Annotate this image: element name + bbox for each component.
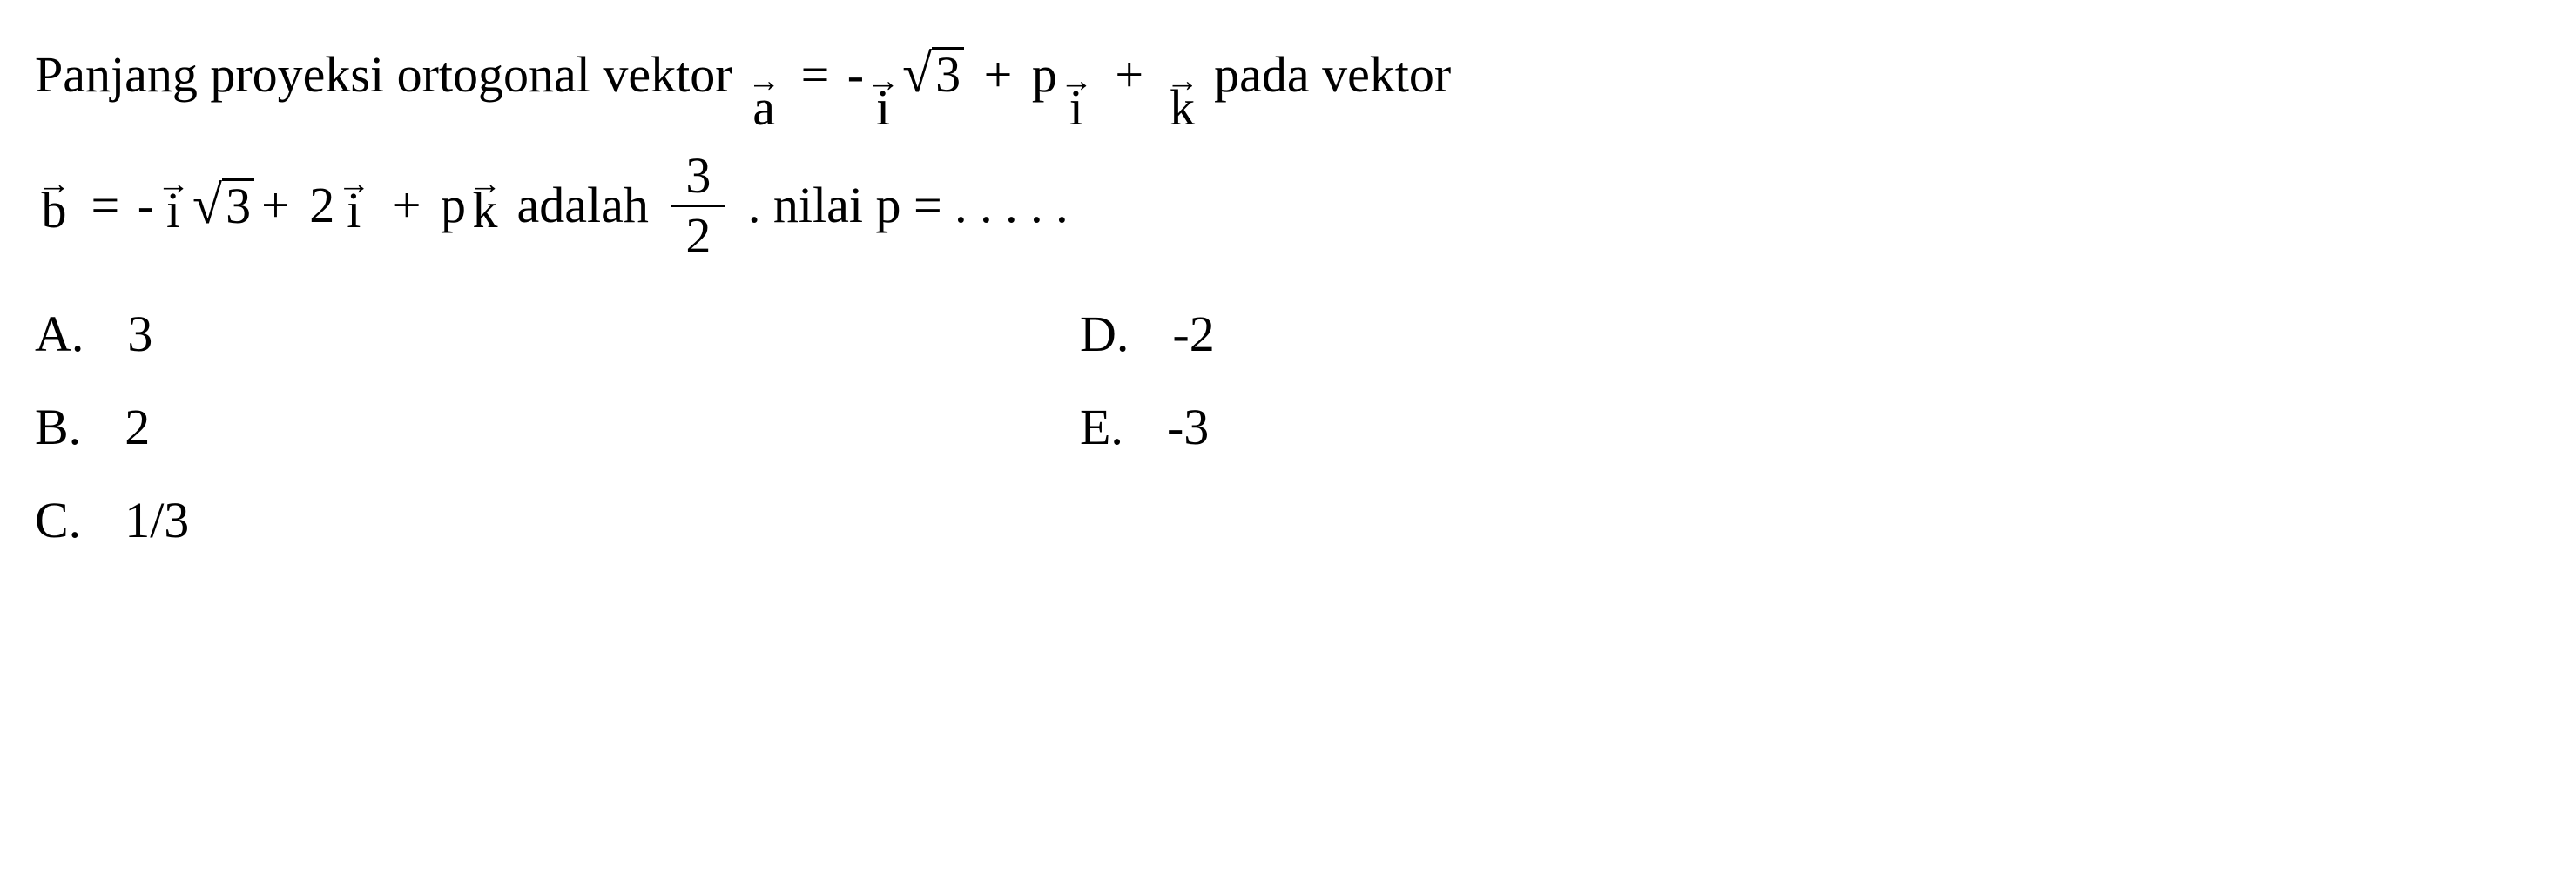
vector-letter: b bbox=[42, 185, 67, 236]
option-letter: A. bbox=[35, 305, 84, 363]
vector-a: → a bbox=[747, 73, 780, 133]
negative-sign: - bbox=[138, 160, 154, 251]
fraction: 3 2 bbox=[671, 151, 725, 261]
option-value: -3 bbox=[1167, 398, 1209, 456]
option-d: D. -2 bbox=[1080, 305, 2541, 363]
text-intro: Panjang proyeksi ortogonal vektor bbox=[35, 30, 745, 120]
vector-letter: i bbox=[347, 185, 361, 236]
option-value: 1/3 bbox=[125, 491, 189, 549]
plus-sign: + bbox=[971, 30, 1025, 120]
vector-i: → i bbox=[337, 176, 370, 236]
option-e: E. -3 bbox=[1080, 398, 2541, 456]
sqrt-expression: √ 3 bbox=[902, 26, 964, 124]
vector-k: → k bbox=[469, 176, 502, 236]
text-nilai-p: . nilai p = . . . . . bbox=[735, 160, 1068, 251]
equals-sign: = bbox=[788, 30, 842, 120]
vector-i: → i bbox=[157, 176, 190, 236]
plus-sign: + bbox=[1103, 30, 1157, 120]
option-a: A. 3 bbox=[35, 305, 1080, 363]
option-value: 3 bbox=[127, 305, 152, 363]
option-letter: D. bbox=[1080, 305, 1129, 363]
vector-letter: k bbox=[1170, 83, 1195, 133]
coefficient-2: 2 bbox=[309, 160, 334, 251]
option-c: C. 1/3 bbox=[35, 491, 1080, 549]
option-value: 2 bbox=[125, 398, 150, 456]
text-adalah: adalah bbox=[504, 160, 661, 251]
fraction-numerator: 3 bbox=[671, 151, 725, 207]
question-line-1: Panjang proyeksi ortogonal vektor → a = … bbox=[35, 26, 2541, 133]
coefficient-p: p bbox=[441, 160, 466, 251]
vector-letter: k bbox=[473, 185, 498, 236]
plus-sign: + bbox=[261, 160, 302, 251]
vector-i: → i bbox=[1060, 73, 1093, 133]
vector-k: → k bbox=[1166, 73, 1199, 133]
sqrt-sign: √ bbox=[192, 158, 222, 255]
option-letter: C. bbox=[35, 491, 81, 549]
text-pada-vektor: pada vektor bbox=[1202, 30, 1452, 120]
vector-letter: i bbox=[166, 185, 180, 236]
vector-letter: a bbox=[752, 83, 775, 133]
sqrt-value: 3 bbox=[222, 178, 254, 232]
sqrt-expression: √ 3 bbox=[192, 158, 254, 255]
option-value: -2 bbox=[1172, 305, 1214, 363]
options-container: A. 3 D. -2 B. 2 E. -3 C. 1/3 bbox=[35, 305, 2541, 549]
option-letter: E. bbox=[1080, 398, 1123, 456]
vector-i: → i bbox=[867, 73, 900, 133]
negative-sign: - bbox=[847, 30, 864, 120]
coefficient-p: p bbox=[1032, 30, 1057, 120]
fraction-denominator: 2 bbox=[685, 207, 711, 261]
question-container: Panjang proyeksi ortogonal vektor → a = … bbox=[35, 26, 2541, 261]
vector-letter: i bbox=[1069, 83, 1083, 133]
vector-letter: i bbox=[876, 83, 890, 133]
option-letter: B. bbox=[35, 398, 81, 456]
sqrt-value: 3 bbox=[932, 47, 964, 100]
question-line-2: → b = - → i √ 3 + 2 → i + p → k adalah 3… bbox=[35, 151, 2541, 261]
sqrt-sign: √ bbox=[902, 26, 932, 124]
option-b: B. 2 bbox=[35, 398, 1080, 456]
plus-sign: + bbox=[380, 160, 434, 251]
vector-b: → b bbox=[37, 176, 71, 236]
equals-sign: = bbox=[78, 160, 132, 251]
